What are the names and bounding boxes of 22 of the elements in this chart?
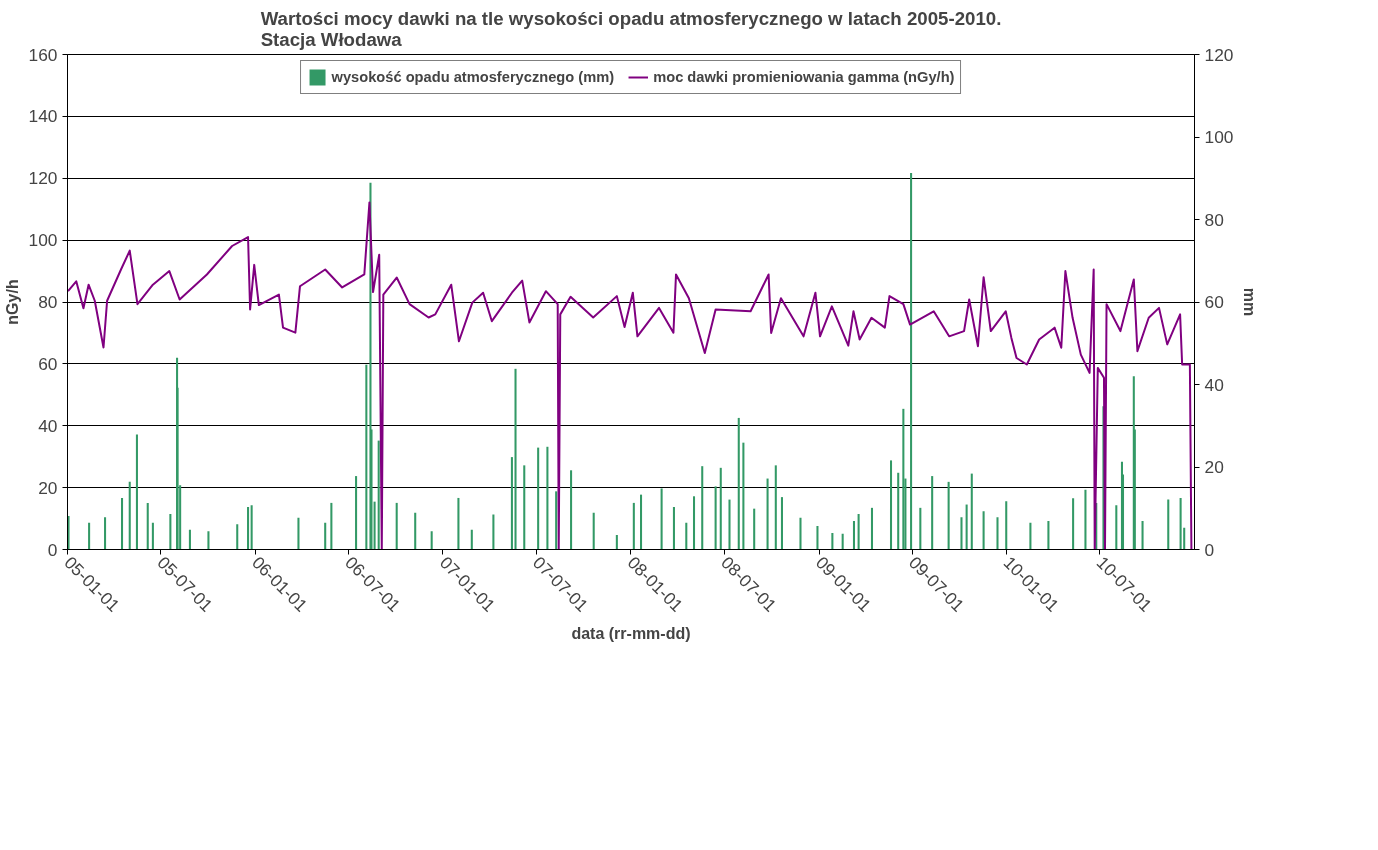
- y2-axis-title: mm: [1241, 287, 1259, 317]
- y-axis-title: nGy/h: [3, 279, 21, 325]
- y2-tick-label: 60: [1204, 292, 1224, 312]
- y-tick-label: 160: [28, 44, 58, 65]
- y2-tick-label: 100: [1204, 127, 1234, 147]
- legend-label: wysokość opadu atmosferycznego (mm): [331, 69, 615, 85]
- x-axis-title: data (rr-mm-dd): [571, 625, 691, 643]
- chart-title: Wartości mocy dawki na tle wysokości opadu atmosferycznego w latach 2005-2010. Stacja Włodawa: [260, 7, 1002, 50]
- y2-tick-label: 40: [1204, 374, 1224, 395]
- y-tick-label: 60: [38, 353, 58, 374]
- y-tick-label: 20: [38, 477, 58, 498]
- y-tick-label: 100: [28, 230, 58, 251]
- y2-tick-label: 120: [1204, 44, 1234, 65]
- y-tick-label: 0: [47, 539, 58, 560]
- y2-tick-label: 0: [1204, 539, 1215, 560]
- legend-label: moc dawki promieniowania gamma (nGy/h): [653, 69, 955, 85]
- y2-tick-label: 20: [1204, 457, 1224, 477]
- y2-tick-label: 80: [1204, 209, 1224, 230]
- y-tick-label: 120: [28, 168, 58, 189]
- y-tick-label: 140: [28, 106, 58, 127]
- y-tick-label: 80: [38, 292, 58, 312]
- y-tick-label: 40: [38, 415, 58, 436]
